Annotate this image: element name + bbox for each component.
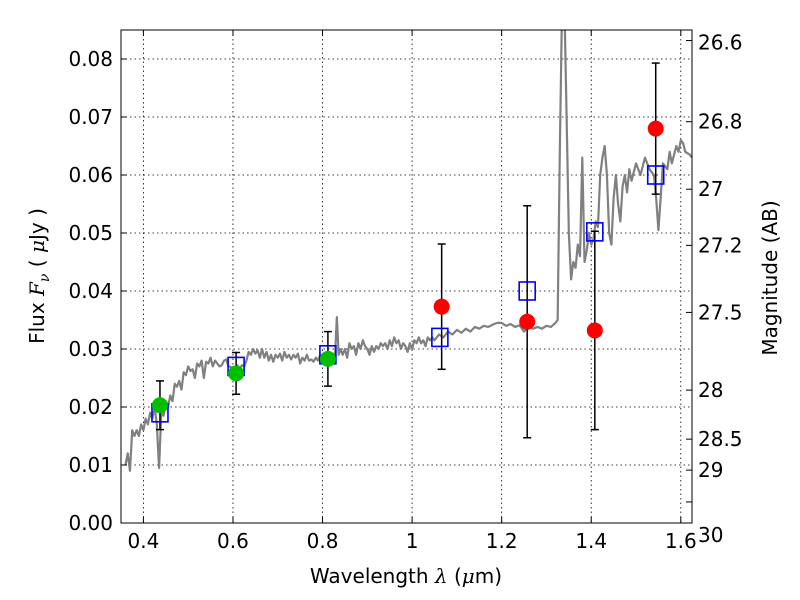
nir-flux-point [433,298,450,315]
y-tick-label: 0.00 [68,511,113,535]
photometry-points [151,120,664,414]
y-tick-label: 0.06 [68,163,113,187]
x-axis-title-prefix: Wavelength [310,564,435,588]
y2-tick-label: 28 [698,378,723,402]
x-tick-label: 0.6 [217,529,249,553]
model-square-marker [646,165,665,185]
y2-tick-label: 29 [698,458,723,482]
model-square-marker [518,281,536,301]
x-tick-label: 1.6 [665,529,697,553]
y-axis-title-symbol: F [25,281,49,297]
y2-axis-title: Magnitude (AB) [758,200,782,355]
y2-tick-label: 30 [698,523,723,547]
y-tick-label: 0.04 [68,279,113,303]
x-tick-label: 1 [406,529,419,553]
nir-flux-point [519,313,536,330]
y-axis-title: Flux Fν ( μJy ) [25,208,53,344]
y-tick-label: 0.08 [68,47,113,71]
optical-flux-point [319,350,336,367]
spectrum-series [124,30,692,472]
y-axis-ticks: 0.00 0.01 0.02 0.03 0.04 0.05 0.06 0.07 0.08 [68,47,127,535]
model-series [151,165,665,423]
x-tick-label: 1.2 [486,529,518,553]
y-tick-label: 0.01 [68,453,113,477]
nir-flux-point [647,120,664,137]
y-axis-title-prefix: Flux [25,296,49,344]
y-tick-label: 0.03 [68,337,113,361]
y2-tick-label: 27.2 [698,233,743,257]
x-tick-label: 1.4 [575,529,607,553]
x-axis-title-unit-rest: m) [475,564,502,588]
model-square-marker [431,327,449,348]
y-axis-title-subscript: ν [37,273,53,282]
y2-tick-label: 28.5 [698,427,743,451]
spectrum-line [124,30,692,472]
x-tick-label: 0.4 [127,529,159,553]
plot-frame [120,29,693,524]
y2-axis-ticks: 26.6 26.8 27 27.2 27.5 28 28.5 29 30 [686,31,743,547]
y2-tick-label: 26.8 [698,110,743,134]
y2-tick-label: 27.5 [698,300,743,324]
y-axis-title-unit-mu: μ [25,240,49,253]
grid [121,30,692,524]
y-tick-label: 0.05 [68,221,113,245]
optical-flux-point [151,397,168,414]
x-axis-title-unit-mu: μ [462,564,475,588]
nir-flux-point [586,322,603,339]
y-tick-label: 0.07 [68,105,113,129]
y-axis-title-unit-rest: Jy ) [25,208,49,242]
y-tick-label: 0.02 [68,395,113,419]
x-axis-title-unit-open: ( [448,564,462,588]
y2-tick-label: 26.6 [698,31,743,55]
x-axis-title: Wavelength λ (μm) [310,564,502,588]
model-square-marker [586,222,604,242]
y-axis-title-unit-open: ( [25,253,49,274]
x-tick-label: 0.8 [307,529,339,553]
y2-tick-label: 27 [698,177,723,201]
optical-flux-point [228,365,245,382]
x-axis-ticks: 0.4 0.6 0.8 1 1.2 1.4 1.6 [127,30,697,553]
x-axis-title-symbol: λ [434,564,448,588]
